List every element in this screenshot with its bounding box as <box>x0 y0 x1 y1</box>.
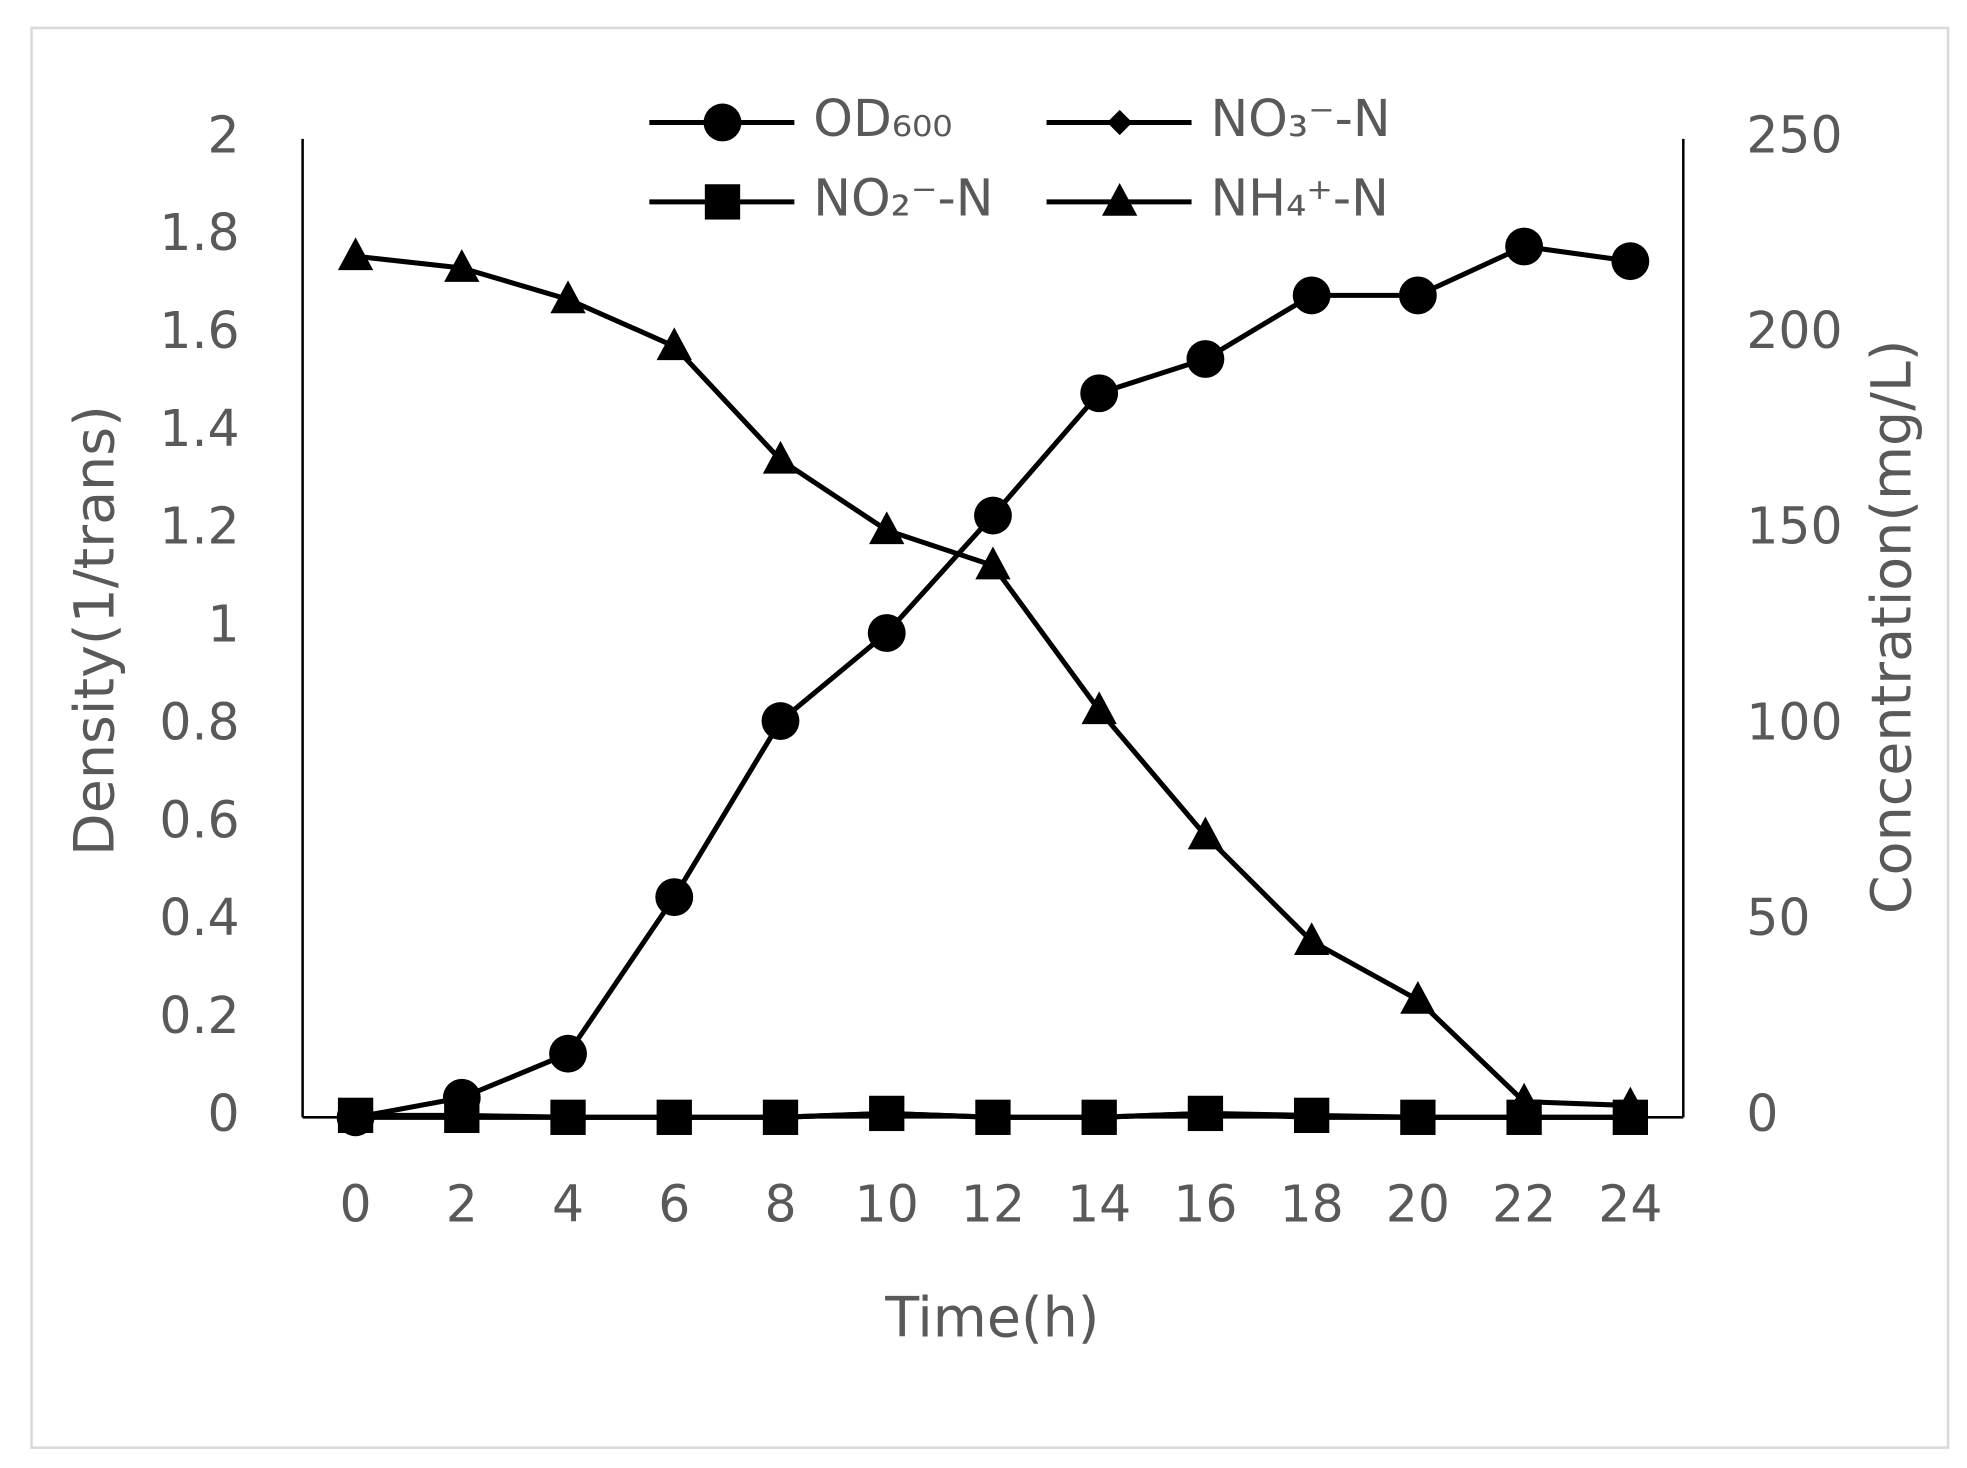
y-tick-label: 1.4 <box>159 399 239 458</box>
marker <box>1187 1095 1224 1132</box>
x-tick-label: 24 <box>1598 1175 1662 1234</box>
legend-marker <box>704 184 741 220</box>
marker <box>1187 816 1224 850</box>
marker <box>1612 1099 1648 1135</box>
y-tick-label: 1.6 <box>159 301 239 360</box>
x-axis-title: Time(h) <box>884 1287 1099 1351</box>
marker <box>1081 1099 1117 1135</box>
legend-label: NO₂⁻-N <box>813 168 993 227</box>
x-tick-label: 2 <box>446 1175 478 1234</box>
legend-label: NO₃⁻-N <box>1210 89 1390 148</box>
x-tick-label: 8 <box>764 1175 796 1234</box>
legend-label: OD₆₀₀ <box>813 89 952 148</box>
y2-tick-label: 200 <box>1746 301 1842 360</box>
y-tick-label: 2 <box>207 105 239 164</box>
y-axis-title: Density(1/trans) <box>63 405 127 856</box>
marker <box>655 878 694 917</box>
x-tick-label: 4 <box>552 1175 584 1234</box>
marker <box>656 327 692 361</box>
y-tick-label: 0.4 <box>159 888 239 947</box>
x-tick-label: 18 <box>1280 1175 1344 1234</box>
marker <box>869 1095 905 1132</box>
x-tick-label: 20 <box>1386 1175 1450 1234</box>
marker <box>975 1099 1011 1135</box>
marker <box>336 1098 375 1137</box>
marker <box>867 614 906 652</box>
x-tick-label: 16 <box>1173 1175 1237 1234</box>
y-tick-label: 0.6 <box>159 790 239 849</box>
marker <box>656 1099 692 1135</box>
marker <box>1293 922 1330 956</box>
marker <box>974 496 1012 535</box>
marker <box>444 249 480 282</box>
legend-marker <box>1107 109 1133 136</box>
marker <box>762 440 799 474</box>
y-tick-label: 1 <box>207 595 239 654</box>
legend-label: NH₄⁺-N <box>1210 168 1388 227</box>
x-tick-label: 6 <box>658 1175 690 1234</box>
marker <box>1505 227 1544 266</box>
legend-marker <box>703 103 742 142</box>
x-tick-label: 10 <box>855 1175 919 1234</box>
y-tick-label: 1.2 <box>159 497 239 556</box>
y2-tick-label: 50 <box>1746 888 1810 947</box>
marker <box>869 511 905 545</box>
y2-tick-label: 0 <box>1746 1084 1778 1143</box>
marker <box>550 1099 586 1135</box>
y-tick-label: 0 <box>207 1084 239 1143</box>
marker <box>1400 980 1436 1014</box>
marker <box>1081 691 1117 725</box>
y2-tick-label: 150 <box>1746 497 1842 556</box>
y-tick-label: 0.2 <box>159 986 239 1045</box>
y2-axis-title: Concentration(mg/L) <box>1860 340 1924 915</box>
x-tick-label: 22 <box>1492 1175 1556 1234</box>
marker <box>1186 340 1225 378</box>
marker <box>1293 1097 1330 1134</box>
x-tick-label: 14 <box>1067 1175 1131 1234</box>
marker <box>762 1099 799 1135</box>
marker <box>1611 242 1650 281</box>
marker <box>442 1078 481 1117</box>
marker <box>1080 374 1119 413</box>
y-tick-label: 0.8 <box>159 692 239 751</box>
marker <box>1398 276 1437 315</box>
y-tick-label: 1.8 <box>159 203 239 262</box>
y2-tick-label: 250 <box>1746 105 1842 164</box>
x-tick-label: 12 <box>961 1175 1025 1234</box>
marker <box>975 546 1011 580</box>
marker <box>550 280 586 314</box>
marker <box>337 237 374 271</box>
marker <box>1400 1099 1436 1135</box>
marker <box>1506 1099 1542 1135</box>
y2-tick-label: 100 <box>1746 692 1842 751</box>
x-tick-label: 0 <box>340 1175 372 1234</box>
chart-frame <box>30 26 1950 1449</box>
legend-marker <box>1102 182 1138 216</box>
marker <box>549 1034 587 1073</box>
marker <box>1292 276 1331 315</box>
marker <box>761 702 800 740</box>
